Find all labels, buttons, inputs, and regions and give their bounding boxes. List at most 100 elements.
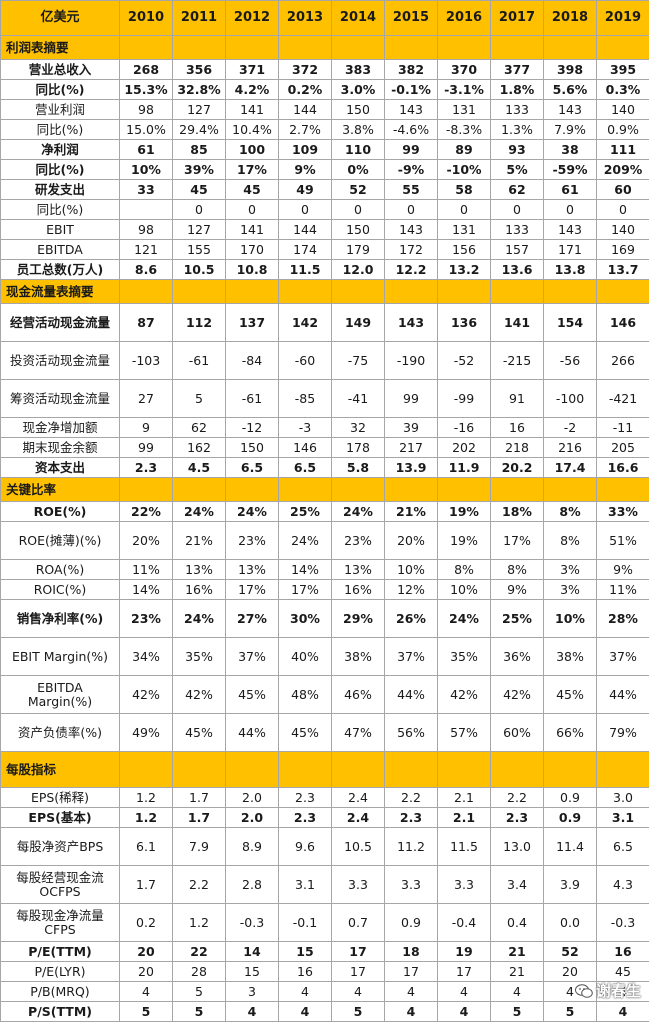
value-cell: 209% xyxy=(597,160,649,180)
value-cell: 24% xyxy=(279,522,332,560)
value-cell: 45 xyxy=(226,180,279,200)
value-cell: 16 xyxy=(597,942,649,962)
table-row: EBITDA Margin(%)42%42%45%48%46%44%42%42%… xyxy=(1,676,649,714)
value-cell: 20 xyxy=(544,962,597,982)
value-cell: 2.1 xyxy=(438,808,491,828)
value-cell: 144 xyxy=(279,100,332,120)
value-cell: 3 xyxy=(226,982,279,1002)
value-cell: 0 xyxy=(491,200,544,220)
value-cell: 1.8% xyxy=(491,80,544,100)
section-filler-cell xyxy=(120,36,173,60)
value-cell: 16 xyxy=(491,418,544,438)
value-cell: 127 xyxy=(173,100,226,120)
value-cell: 13% xyxy=(173,560,226,580)
value-cell: 38 xyxy=(544,140,597,160)
value-cell: 2.3 xyxy=(279,808,332,828)
table-row: 同比(%)10%39%17%9%0%-9%-10%5%-59%209% xyxy=(1,160,649,180)
value-cell: 17 xyxy=(385,962,438,982)
value-cell: 27 xyxy=(120,380,173,418)
value-cell: 32 xyxy=(332,418,385,438)
value-cell: 170 xyxy=(226,240,279,260)
value-cell: 62 xyxy=(491,180,544,200)
value-cell: 34% xyxy=(120,638,173,676)
value-cell: -3 xyxy=(279,418,332,438)
value-cell: -11 xyxy=(597,418,649,438)
value-cell: -85 xyxy=(279,380,332,418)
value-cell: 178 xyxy=(332,438,385,458)
row-label: EBITDA xyxy=(1,240,120,260)
value-cell: 131 xyxy=(438,220,491,240)
value-cell: 4 xyxy=(438,1002,491,1022)
value-cell: 93 xyxy=(491,140,544,160)
row-label: P/E(TTM) xyxy=(1,942,120,962)
row-label: EBIT xyxy=(1,220,120,240)
value-cell: 20.2 xyxy=(491,458,544,478)
value-cell: 33 xyxy=(120,180,173,200)
value-cell: 4 xyxy=(597,1002,649,1022)
value-cell: -103 xyxy=(120,342,173,380)
value-cell: 131 xyxy=(438,100,491,120)
value-cell: -10% xyxy=(438,160,491,180)
value-cell: 146 xyxy=(597,304,649,342)
section-filler-cell xyxy=(120,752,173,788)
value-cell: 121 xyxy=(120,240,173,260)
value-cell: 45% xyxy=(226,676,279,714)
value-cell: 13% xyxy=(332,560,385,580)
value-cell: 37% xyxy=(597,638,649,676)
value-cell: 99 xyxy=(120,438,173,458)
value-cell: 356 xyxy=(173,60,226,80)
row-label: 同比(%) xyxy=(1,120,120,140)
value-cell: 25% xyxy=(491,600,544,638)
row-label: P/S(TTM) xyxy=(1,1002,120,1022)
year-header: 2014 xyxy=(332,1,385,36)
value-cell: 6.5 xyxy=(226,458,279,478)
table-row: 销售净利率(%)23%24%27%30%29%26%24%25%10%28% xyxy=(1,600,649,638)
section-filler-cell xyxy=(597,280,649,304)
value-cell: 26% xyxy=(385,600,438,638)
value-cell: 2.4 xyxy=(332,788,385,808)
value-cell: -0.1% xyxy=(385,80,438,100)
value-cell: 20 xyxy=(120,942,173,962)
value-cell: 21% xyxy=(385,502,438,522)
value-cell: 110 xyxy=(332,140,385,160)
value-cell: 13.7 xyxy=(597,260,649,280)
value-cell: 3.3 xyxy=(438,866,491,904)
row-label: 投资活动现金流量 xyxy=(1,342,120,380)
section-filler-cell xyxy=(597,36,649,60)
value-cell: -4.6% xyxy=(385,120,438,140)
year-header: 2011 xyxy=(173,1,226,36)
value-cell: 0.4 xyxy=(491,904,544,942)
value-cell: -84 xyxy=(226,342,279,380)
value-cell: -59% xyxy=(544,160,597,180)
value-cell: 24% xyxy=(173,600,226,638)
section-filler-cell xyxy=(544,36,597,60)
value-cell: 3.4 xyxy=(491,866,544,904)
row-label: 每股现金净流量CFPS xyxy=(1,904,120,942)
value-cell: -9% xyxy=(385,160,438,180)
value-cell: 5 xyxy=(173,380,226,418)
value-cell: 85 xyxy=(173,140,226,160)
value-cell: 16 xyxy=(279,962,332,982)
value-cell: 2.2 xyxy=(173,866,226,904)
value-cell: 35% xyxy=(173,638,226,676)
value-cell: 10.4% xyxy=(226,120,279,140)
value-cell: 48% xyxy=(279,676,332,714)
value-cell: -190 xyxy=(385,342,438,380)
value-cell: 202 xyxy=(438,438,491,458)
year-header: 2010 xyxy=(120,1,173,36)
row-label: 每股净资产BPS xyxy=(1,828,120,866)
value-cell: 17% xyxy=(226,580,279,600)
value-cell: 150 xyxy=(332,220,385,240)
value-cell: 21 xyxy=(491,962,544,982)
value-cell: 2.4 xyxy=(332,808,385,828)
value-cell: 23% xyxy=(120,600,173,638)
row-label: EPS(稀释) xyxy=(1,788,120,808)
value-cell: -0.4 xyxy=(438,904,491,942)
value-cell: 20% xyxy=(385,522,438,560)
section-filler-cell xyxy=(597,752,649,788)
value-cell: 4 xyxy=(385,982,438,1002)
